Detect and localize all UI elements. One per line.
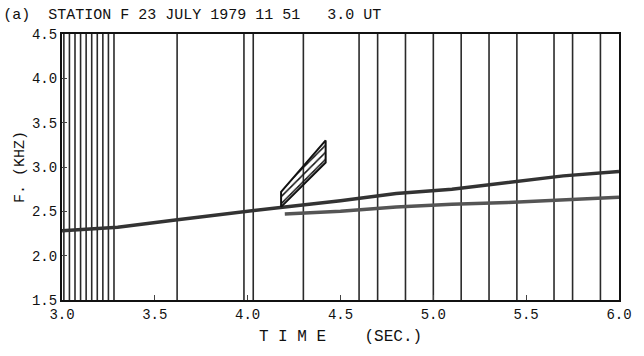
svg-text:F. (KHZ): F. (KHZ) [12, 131, 29, 203]
svg-text:2.0: 2.0 [32, 249, 57, 265]
svg-text:4.0: 4.0 [235, 307, 260, 323]
svg-text:2.5: 2.5 [32, 204, 57, 220]
svg-text:5.0: 5.0 [421, 307, 446, 323]
svg-text:T I M E (SEC.): T I M E (SEC.) [259, 328, 422, 346]
svg-text:5.5: 5.5 [514, 307, 539, 323]
svg-text:6.0: 6.0 [606, 307, 631, 323]
svg-text:4.5: 4.5 [32, 27, 57, 43]
svg-text:4.0: 4.0 [32, 71, 57, 87]
svg-text:1.5: 1.5 [32, 293, 57, 309]
svg-text:3.0: 3.0 [49, 307, 74, 323]
svg-text:4.5: 4.5 [328, 307, 353, 323]
svg-text:(a) STATION F 23 JULY 1979 11: (a) STATION F 23 JULY 1979 11 51 3.0 UT [3, 7, 381, 24]
svg-text:3.5: 3.5 [142, 307, 167, 323]
svg-text:3.5: 3.5 [32, 116, 57, 132]
svg-text:3.0: 3.0 [32, 160, 57, 176]
